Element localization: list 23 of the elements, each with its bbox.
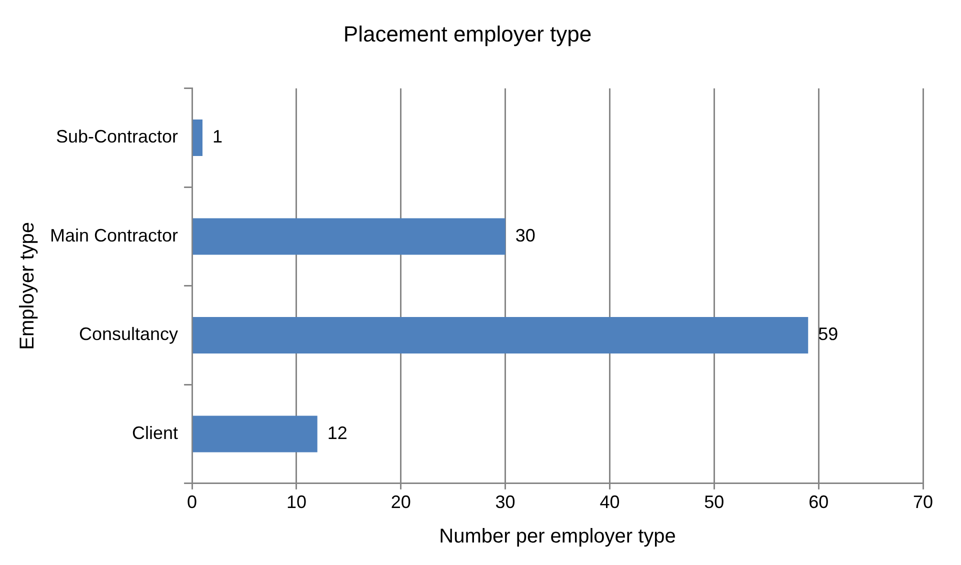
data-label: 12 (327, 422, 348, 443)
y-tick-label: Consultancy (78, 324, 178, 344)
chart-title: Placement employer type (343, 21, 592, 46)
data-label: 1 (212, 126, 223, 147)
bar (192, 317, 808, 354)
x-tick-label: 60 (808, 492, 829, 512)
x-tick-label: 50 (704, 492, 724, 512)
bar (192, 120, 202, 156)
x-tick-label: 20 (390, 492, 411, 512)
data-label: 30 (515, 225, 536, 246)
y-tick-label: Sub-Contractor (56, 126, 178, 147)
y-tick-label: Main Contractor (50, 225, 178, 246)
y-tick-label: Client (132, 422, 178, 443)
x-tick-label: 30 (495, 492, 516, 512)
x-tick-label: 40 (600, 492, 620, 512)
y-axis-title: Employer type (16, 222, 39, 350)
bar (192, 218, 506, 255)
x-axis-title: Number per employer type (439, 526, 676, 548)
x-tick-label: 10 (286, 492, 306, 512)
bar (192, 416, 318, 452)
data-label: 59 (818, 324, 838, 344)
x-tick-label: 70 (912, 492, 934, 512)
x-tick-label: 0 (187, 492, 198, 512)
